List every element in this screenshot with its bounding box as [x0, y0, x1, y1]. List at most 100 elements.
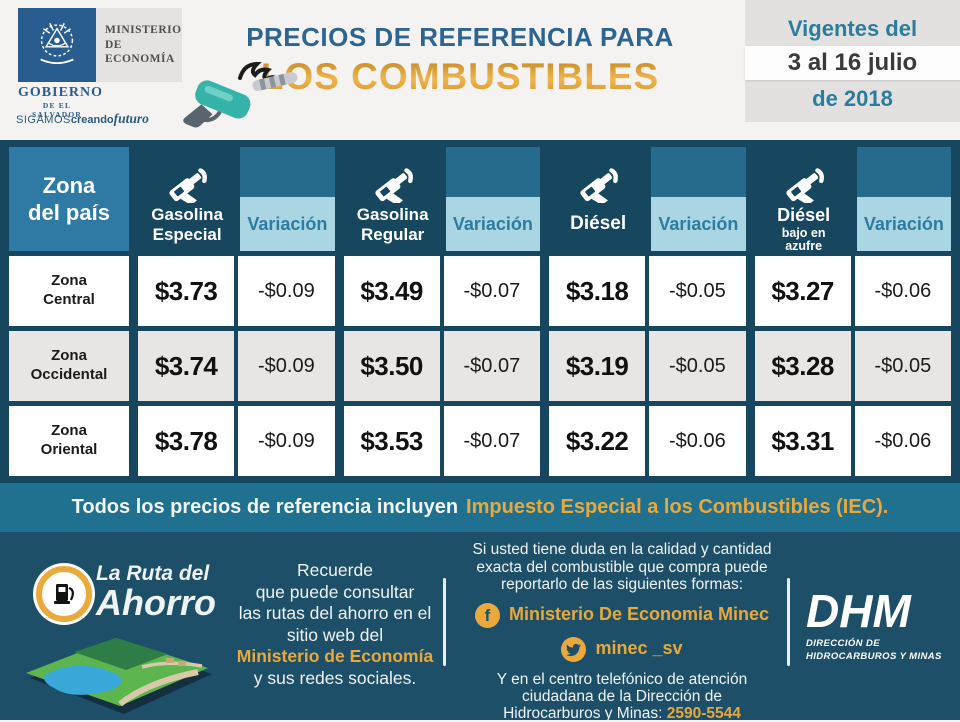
table-row-zona-central: Zona Central $3.73 -$0.09 $3.49 -$0.07 $… [9, 256, 951, 326]
price-cell: $3.53 [343, 406, 440, 476]
price-cell: $3.27 [754, 256, 851, 326]
price-cell: $3.74 [138, 331, 235, 401]
ministerio-line1: MINISTERIO [105, 24, 182, 37]
footer: La Ruta del Ahorro Recuerde que puede co… [0, 532, 960, 722]
phone-line: Hidrocarburos y Minas: 2590-5544 [450, 705, 794, 722]
gasolina-regular-group: Gasolina Regular Variación [343, 147, 540, 251]
variation-cell: -$0.09 [238, 406, 335, 476]
price-cell: $3.50 [343, 331, 440, 401]
report-line: reportarlo de las siguientes formas: [500, 576, 744, 593]
variation-cell: -$0.06 [854, 256, 951, 326]
variation-cell: -$0.07 [443, 406, 540, 476]
report-line: Si usted tiene duda en la calidad y cant… [472, 541, 772, 558]
recuerde-text: Recuerde que puede consultar las rutas d… [220, 560, 450, 689]
price-cell: $3.18 [549, 256, 646, 326]
gobierno-title: GOBIERNO [18, 85, 104, 100]
facebook-icon: f [474, 602, 500, 628]
slogan-futuro: futuro [113, 111, 149, 126]
zona-label: Zona Occidental [9, 331, 129, 401]
validity-line1: Vigentes del [787, 16, 918, 41]
variation-cell: -$0.05 [854, 331, 951, 401]
recuerde-line: Recuerde [297, 560, 373, 580]
banner-highlight: Impuesto Especial a los Combustibles (IE… [466, 496, 889, 518]
banner-text: Todos los precios de referencia incluyen [71, 496, 459, 518]
variacion-header-label: Variación [240, 197, 335, 251]
fuel-label-line1: Gasolina [151, 205, 224, 224]
divider [787, 578, 790, 666]
table-row-zona-oriental: Zona Oriental $3.78 -$0.09 $3.53 -$0.07 … [9, 406, 951, 476]
diesel-bajo-azufre-group: Diésel bajo en azufre Variación [754, 147, 951, 253]
variation-cell: -$0.05 [649, 331, 746, 401]
variation-cell: -$0.09 [238, 256, 335, 326]
price-cell: $3.49 [343, 256, 440, 326]
price-cell: $3.31 [754, 406, 851, 476]
variacion-header-2: Variación [445, 147, 540, 251]
recuerde-line: que puede consultar [255, 581, 415, 602]
diesel-header: Diésel [549, 147, 648, 251]
variacion-header-3: Variación [651, 147, 746, 251]
diesel-bajo-azufre-header: Diésel bajo en azufre [754, 147, 853, 253]
phone-prefix: Hidrocarburos y Minas: [503, 704, 663, 722]
zona-header-line2: del país [28, 200, 110, 225]
variacion-header-spacer [445, 147, 540, 197]
ministerio-line2: DE ECONOMÍA [105, 38, 175, 66]
dhm-logo: DHM DIRECCIÓN DE HIDROCARBUROS Y MINAS [806, 588, 956, 664]
gobierno-logo-box [18, 8, 96, 82]
gasolina-especial-group: Gasolina Especial Variación [138, 147, 335, 251]
ruta-del-ahorro-badge [36, 566, 92, 622]
phone-line: Y en el centro telefónico de atención [496, 670, 748, 688]
pump-icon [757, 155, 851, 205]
validity-dates: 3 al 16 julio [745, 46, 960, 80]
page-title: PRECIOS DE REFERENCIA PARA LOS COMBUSTIB… [245, 22, 675, 98]
price-cell: $3.78 [138, 406, 235, 476]
title-line2: LOS COMBUSTIBLES [245, 56, 675, 98]
pump-icon [551, 155, 645, 205]
dhm-subtitle: DIRECCIÓN DE HIDROCARBUROS Y MINAS [806, 638, 942, 663]
ministerio-logo-box: MINISTERIO DE ECONOMÍA [96, 8, 182, 82]
price-cell: $3.73 [138, 256, 235, 326]
slogan: SIGAMOScreandofuturo [16, 110, 216, 128]
variacion-header-label: Variación [856, 197, 951, 251]
fuel-label-line1: Gasolina [356, 205, 429, 224]
diesel-group: Diésel Variación [549, 147, 746, 251]
variation-cell: -$0.09 [238, 331, 335, 401]
map-graphic [26, 638, 212, 714]
variation-cell: -$0.07 [443, 331, 540, 401]
recuerde-last: y sus redes sociales. [253, 667, 417, 688]
title-line1: PRECIOS DE REFERENCIA PARA [246, 22, 674, 52]
coat-of-arms-icon [40, 22, 74, 65]
twitter-row: minec _sv [450, 636, 794, 662]
gasolina-especial-header: Gasolina Especial [138, 147, 237, 251]
validity-year: de 2018 [812, 86, 893, 111]
facebook-row: f Ministerio De Economia Minec [450, 602, 794, 628]
fuel-label-line2: bajo en azufre [781, 225, 826, 254]
divider [443, 578, 446, 666]
phone-line: ciudadana de la Dirección de [522, 687, 722, 705]
dhm-acronym: DHM [806, 585, 911, 637]
ruta-logo-line1: La Ruta del [96, 562, 210, 585]
variacion-header-4: Variación [856, 147, 951, 251]
iec-banner: Todos los precios de referencia incluyen… [0, 483, 960, 532]
price-cell: $3.28 [754, 331, 851, 401]
phone-block: Y en el centro telefónico de atención ci… [450, 671, 794, 722]
zona-del-pais-header: Zona del país [9, 147, 129, 251]
gobierno-wordmark: GOBIERNO DE EL SALVADOR [18, 85, 104, 119]
fuel-label-line2: Regular [360, 225, 425, 245]
facebook-label: Ministerio De Economia Minec [508, 604, 770, 625]
recuerde-highlight: Ministerio de Economía [236, 646, 434, 666]
ruta-logo-line2: Ahorro [96, 582, 216, 623]
zona-header-line1: Zona [42, 172, 96, 198]
variation-cell: -$0.06 [854, 406, 951, 476]
variacion-header-1: Variación [240, 147, 335, 251]
price-cell: $3.19 [549, 331, 646, 401]
variation-cell: -$0.05 [649, 256, 746, 326]
fuel-label-line1: Diésel [570, 212, 627, 234]
zona-label: Zona Central [9, 256, 129, 326]
gobierno-sub: DE EL SALVADOR [31, 101, 83, 119]
recuerde-line: las rutas del ahorro en el [238, 603, 432, 623]
gasolina-regular-header: Gasolina Regular [343, 147, 442, 251]
fuel-nozzle-graphic [183, 61, 298, 128]
pump-icon [140, 155, 234, 205]
price-table: Zona del país Gaso [0, 140, 960, 483]
table-header-row: Zona del país Gaso [9, 147, 951, 253]
